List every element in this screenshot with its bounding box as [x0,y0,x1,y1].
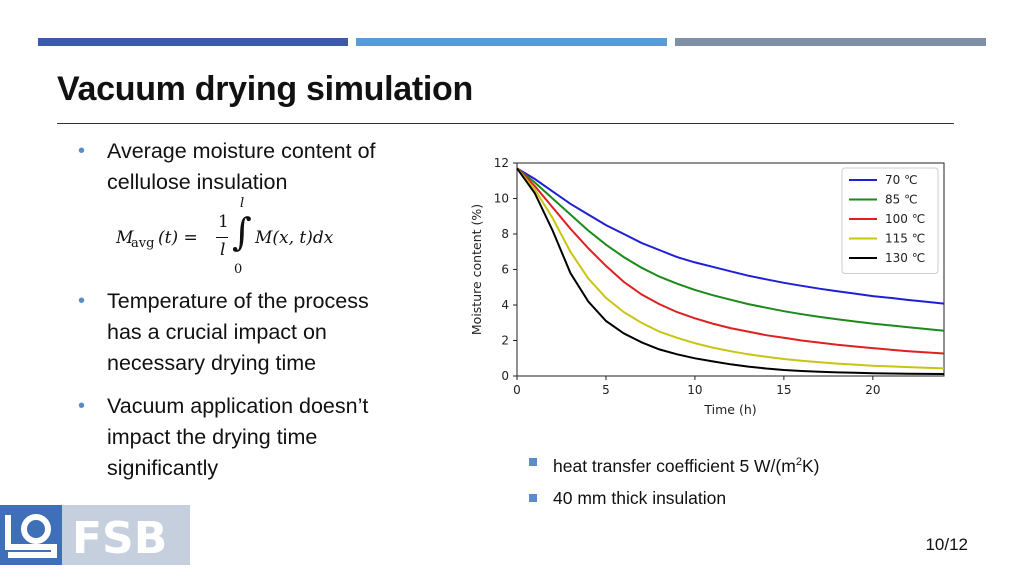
series-line [516,167,945,332]
note-text: heat transfer coefficient 5 W/(m [553,455,796,476]
legend-box [841,167,939,274]
note-item: 40 mm thick insulation [527,486,819,522]
bullet-dot: • [78,290,86,312]
series-line [516,167,945,370]
fsb-logo: FSB [0,505,190,565]
x-tick-label: 15 [776,383,791,397]
header-bar-3 [675,38,986,46]
bullet-list: • Average moisture content of cellulose … [74,136,424,484]
series-line [516,167,945,375]
series-line [516,167,945,305]
series-line [516,167,945,355]
formula-frac-den: l [220,240,226,260]
bullet-dot: • [78,395,86,417]
legend-label: 130 ℃ [885,251,925,265]
note-text: 40 mm thick insulation [553,488,727,508]
bullet-line: Vacuum application doesn’t [107,394,369,418]
bullet-line: Temperature of the process [107,289,369,313]
slide-title: Vacuum drying simulation [57,70,473,108]
bullet-item: • Temperature of the process has a cruci… [74,286,424,379]
y-tick-label: 10 [494,192,509,206]
bullet-line: cellulose insulation [107,170,288,194]
bullet-dot: • [78,140,86,162]
x-tick-label: 0 [513,383,521,397]
bullet-item: • Average moisture content of cellulose … [74,136,424,198]
x-axis-label: Time (h) [703,402,756,417]
note-tail: K) [801,455,820,476]
bullet-line: has a crucial impact on [107,320,327,344]
page-number: 10/12 [925,535,968,554]
formula-lhs: M [116,228,134,248]
bullet-line: Average moisture content of [107,139,376,163]
y-tick-label: 0 [501,369,509,383]
y-tick-label: 6 [501,263,509,277]
y-tick-label: 4 [501,298,509,312]
legend-label: 85 ℃ [885,193,918,207]
bullet-line: impact the drying time [107,425,318,449]
x-tick-label: 5 [602,383,610,397]
bullet-item: • Vacuum application doesn’t impact the … [74,391,424,484]
moisture-chart: 0 5 10 15 20 0 2 4 6 8 10 12 Time (h) Moisture conten… [469,156,945,417]
formula-int-lower: 0 [234,262,243,277]
formula-int-upper: l [240,196,245,211]
note-bullet-square [529,458,537,466]
note-sup: 2 [795,456,802,468]
bullet-line: significantly [107,456,219,480]
title-divider [57,123,954,124]
y-tick-label: 8 [501,227,509,241]
formula-lhs-sub: avg [131,236,155,251]
y-tick-label: 2 [501,334,509,348]
x-tick-label: 20 [865,383,880,397]
y-tick-label: 12 [494,156,509,170]
formula-integrand: M(x, t)dx [255,228,334,248]
formula-lhs-arg: (t) = [158,228,198,248]
x-tick-label: 10 [687,383,702,397]
legend-label: 100 ℃ [885,212,925,226]
legend-label: 115 ℃ [885,232,925,246]
note-item: heat transfer coefficient 5 W/(m2K) [527,450,819,486]
logo-text: FSB [72,513,167,564]
integral-sign: ∫ [232,210,252,254]
header-bar-2 [356,38,667,46]
note-bullet-square [529,494,537,502]
formula-frac-num: 1 [218,212,229,232]
header-bar-1 [38,38,348,46]
bullet-line: necessary drying time [107,351,317,375]
notes-list: heat transfer coefficient 5 W/(m2K) 40 m… [527,450,819,522]
legend-label: 70 ℃ [885,173,918,187]
y-axis-label: Moisture content (%) [469,204,484,335]
formula-frac-bar [216,237,228,238]
